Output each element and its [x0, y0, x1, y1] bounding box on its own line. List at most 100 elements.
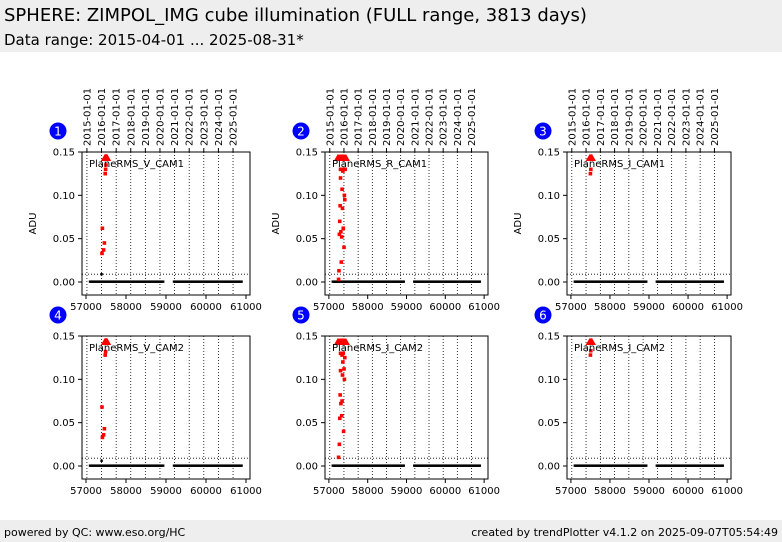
data-point — [188, 280, 191, 283]
data-point — [457, 280, 460, 283]
data-point — [234, 464, 237, 467]
outlier-point — [337, 416, 342, 421]
top-tick-label: 2022-01-01 — [667, 88, 678, 146]
chart-panel-3: 57000 58000 59000 60000 61000 0.00 0.05 0.10 0.1… — [513, 88, 743, 313]
data-point — [182, 280, 185, 283]
data-point — [134, 280, 137, 283]
panel-number-badge — [534, 306, 552, 324]
data-point — [200, 280, 203, 283]
x-tick-label: 61000 — [230, 486, 262, 497]
outlier-point — [338, 368, 343, 373]
top-tick-label: 2020-01-01 — [155, 88, 166, 146]
y-tick-label: 0.00 — [538, 462, 560, 473]
top-tick-label: 2015-01-01 — [567, 88, 578, 146]
header-band — [0, 0, 782, 52]
clipped-marker — [341, 154, 350, 161]
top-tick-label: 2021-01-01 — [170, 88, 181, 146]
outlier-point — [589, 167, 593, 172]
outlier-point — [101, 248, 106, 252]
outlier-point — [338, 203, 342, 208]
outlier-point — [339, 167, 344, 172]
outlier-point — [102, 426, 107, 431]
outlier-point — [337, 219, 342, 224]
plot-frame — [566, 151, 732, 296]
top-tick-label: 2018-01-01 — [610, 88, 621, 146]
y-tick-label: 0.05 — [296, 234, 318, 245]
y-tick-label: 0.15 — [296, 332, 318, 343]
plot-frame — [81, 151, 251, 296]
data-point — [176, 464, 179, 467]
outlier-point — [337, 442, 342, 447]
y-tick-label: 0.00 — [296, 278, 318, 289]
y-tick-label: 0.10 — [296, 375, 318, 386]
y-tick-label: 0.05 — [538, 234, 560, 245]
outlier-point — [100, 226, 105, 231]
panel-number-badge — [534, 122, 552, 140]
data-point — [162, 280, 165, 283]
data-point — [645, 464, 648, 467]
top-tick-label: 2019-01-01 — [141, 88, 152, 146]
data-point — [212, 280, 215, 283]
outlier-point — [588, 353, 593, 357]
data-point — [200, 464, 203, 467]
data-point — [228, 464, 231, 467]
x-tick-label: 61000 — [711, 302, 743, 313]
outlier-point — [340, 187, 344, 192]
panel-number: 4 — [54, 309, 62, 323]
outlier-point — [103, 353, 107, 357]
data-point — [218, 464, 221, 467]
data-point — [91, 464, 94, 467]
data-point — [91, 280, 94, 283]
x-tick-label: 60000 — [429, 486, 461, 497]
footer-created: created by trendPlotter v4.1.2 on 2025-0… — [471, 526, 778, 539]
y-tick-label: 0.10 — [538, 375, 560, 386]
x-tick-label: 57000 — [70, 302, 102, 313]
y-tick-label: 0.15 — [538, 332, 560, 343]
outlier-point — [103, 167, 108, 172]
x-tick-label: 60000 — [429, 302, 461, 313]
outlier-point — [341, 226, 346, 231]
x-tick-label: 61000 — [711, 486, 743, 497]
chart-panel-6: 57000 58000 59000 60000 61000 0.00 0.05 0.10 0.1… — [534, 306, 743, 497]
outlier-point — [103, 171, 107, 176]
y-tick-label: 0.15 — [53, 332, 75, 343]
data-point — [158, 280, 161, 283]
y-tick-label: 0.05 — [296, 418, 318, 429]
data-point — [222, 280, 225, 283]
data-point — [218, 280, 221, 283]
data-point — [158, 464, 161, 467]
x-tick-label: 58000 — [110, 486, 142, 497]
outlier-point — [100, 405, 104, 409]
outlier-point — [588, 171, 593, 176]
data-point — [721, 464, 724, 467]
data-point — [212, 464, 215, 467]
x-tick-label: 57000 — [555, 302, 587, 313]
y-tick-label: 0.15 — [53, 148, 75, 159]
data-point — [457, 464, 460, 467]
chart-panel-2: 57000 58000 59000 60000 61000 0.00 0.05 0.10 0.1… — [271, 88, 500, 313]
series-label: PlaneRMS_R_CAM1 — [332, 159, 427, 170]
data-point — [182, 464, 185, 467]
x-tick-label: 59000 — [633, 486, 665, 497]
panel-number: 3 — [539, 125, 547, 139]
data-point — [128, 280, 131, 283]
data-point — [222, 464, 225, 467]
data-point — [645, 280, 648, 283]
outlier-point — [342, 355, 347, 360]
data-point — [188, 464, 191, 467]
x-tick-label: 59000 — [391, 486, 423, 497]
panel-number-badge — [49, 306, 67, 324]
chart-panel-1: 57000 58000 59000 60000 61000 0.00 0.05 0.10 0.1… — [28, 88, 262, 313]
x-tick-label: 60000 — [672, 302, 704, 313]
clipped-marker — [587, 338, 596, 345]
data-point — [146, 464, 149, 467]
x-tick-label: 60000 — [190, 302, 222, 313]
outlier-point — [339, 229, 343, 234]
data-point — [700, 464, 703, 467]
x-tick-label: 57000 — [313, 302, 345, 313]
outlier-point — [104, 163, 108, 167]
x-tick-label: 58000 — [594, 486, 626, 497]
y-tick-label: 0.00 — [53, 462, 75, 473]
x-tick-label: 58000 — [110, 302, 142, 313]
x-tick-label: 57000 — [70, 486, 102, 497]
